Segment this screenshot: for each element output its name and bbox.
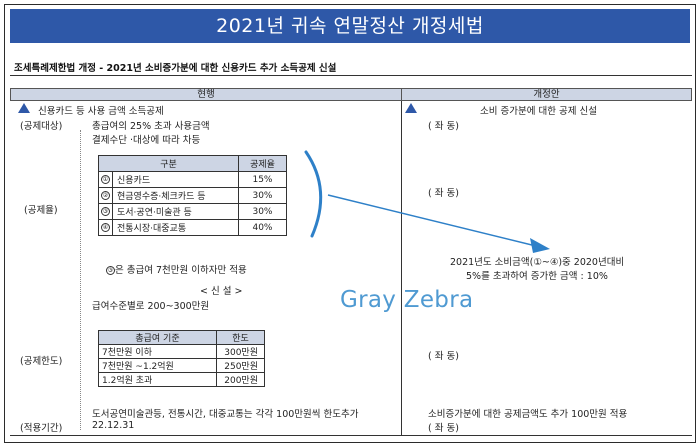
rate-note-text: 은 총급여 7천만원 이하자만 적용 bbox=[115, 265, 247, 276]
proposed-rate-line: 5%를 초과하여 증가한 금액 : 10% bbox=[466, 271, 608, 282]
label-period: (적용기간) bbox=[20, 423, 63, 434]
row-rate: 40% bbox=[238, 219, 287, 236]
label-divider bbox=[80, 130, 81, 430]
label-limit: (공제한도) bbox=[20, 356, 63, 367]
watermark: Gray Zebra bbox=[340, 287, 474, 313]
deduct-target-line: 결제수단 ·대상에 따라 차등 bbox=[92, 135, 201, 146]
document-frame bbox=[4, 4, 696, 443]
triangle-bullet-icon bbox=[405, 103, 417, 113]
proposed-rate-line: 2021년도 소비금액(①~④)중 2020년대비 bbox=[450, 257, 625, 268]
row-salary: 7천만원 ~1.2억원 bbox=[98, 358, 217, 373]
document-subtitle: 조세특례제한법 개정 - 2021년 소비증가분에 대한 신용카드 추가 소득공… bbox=[14, 63, 337, 74]
row-rate: 30% bbox=[238, 203, 287, 220]
table-row: 1.2억원 초과 200만원 bbox=[98, 372, 265, 387]
brace-arrow-icon bbox=[304, 150, 550, 253]
proposed-heading: 소비 증가분에 대한 공제 신설 bbox=[480, 106, 597, 117]
period-line: 도서공연미술관등, 전통시간, 대중교통는 각각 100만원씩 한도추가 bbox=[92, 409, 359, 420]
deduct-target-line: 총급여의 25% 초과 사용금액 bbox=[92, 121, 210, 132]
row-number: ③ bbox=[101, 207, 110, 216]
table-row: ① 신용카드 15% bbox=[98, 171, 287, 188]
proposed-period-line: 소비증가분에 대한 공제금액도 추가 100만원 적용 bbox=[428, 409, 628, 420]
limit-intro: 급여수준별로 200~300만원 bbox=[92, 301, 210, 312]
label-rate: (공제율) bbox=[24, 205, 58, 216]
row-limit: 200만원 bbox=[216, 372, 265, 387]
limit-table-header-salary: 총급여 기준 bbox=[98, 330, 217, 345]
rate-table-header-category: 구분 bbox=[98, 155, 239, 172]
row-salary: 7천만원 이하 bbox=[98, 344, 217, 359]
period-line: 22.12.31 bbox=[92, 420, 135, 431]
rate-table-header-rate: 공제율 bbox=[238, 155, 287, 172]
column-header-proposed: 개정안 bbox=[401, 88, 692, 101]
row-salary: 1.2억원 초과 bbox=[98, 372, 217, 387]
table-row: ② 현금영수증·체크카드 등 30% bbox=[98, 187, 287, 204]
label-deduct-target: (공제대상) bbox=[20, 121, 63, 132]
limit-table-header-limit: 한도 bbox=[216, 330, 265, 345]
row-limit: 300만원 bbox=[216, 344, 265, 359]
limit-table: 총급여 기준 한도 7천만원 이하 300만원 7천만원 ~1.2억원 250만… bbox=[98, 330, 265, 387]
row-limit: 250만원 bbox=[216, 358, 265, 373]
row-category: 도서·공연·미술관 등 bbox=[112, 203, 239, 220]
same-as-left: ( 좌 동) bbox=[428, 351, 459, 362]
row-category: 현금영수증·체크카드 등 bbox=[112, 187, 239, 204]
row-number: ① bbox=[101, 175, 110, 184]
table-bottom-border bbox=[10, 435, 692, 436]
row-number: ② bbox=[101, 191, 110, 200]
row-category: 신용카드 bbox=[112, 171, 239, 188]
subtitle-divider bbox=[10, 75, 692, 76]
same-as-left: ( 좌 동) bbox=[428, 423, 459, 434]
triangle-bullet-icon bbox=[18, 103, 30, 113]
same-as-left: ( 좌 동) bbox=[428, 121, 459, 132]
table-row: 7천만원 ~1.2억원 250만원 bbox=[98, 358, 265, 373]
table-row: 7천만원 이하 300만원 bbox=[98, 344, 265, 359]
rate-note-number: ③ bbox=[106, 266, 115, 275]
column-divider bbox=[401, 101, 402, 435]
page-title: 2021년 귀속 연말정산 개정세법 bbox=[10, 9, 690, 43]
row-category: 전통시장·대중교통 bbox=[112, 219, 239, 236]
column-header-current: 현행 bbox=[10, 88, 402, 101]
new-tag: < 신 설 > bbox=[200, 286, 243, 297]
table-row: ③ 도서·공연·미술관 등 30% bbox=[98, 203, 287, 220]
table-row: ④ 전통시장·대중교통 40% bbox=[98, 219, 287, 236]
row-number: ④ bbox=[101, 223, 110, 232]
same-as-left: ( 좌 동) bbox=[428, 188, 459, 199]
rate-table: 구분 공제율 ① 신용카드 15% ② 현금영수증·체크카드 등 30% ③ 도… bbox=[98, 155, 287, 236]
row-rate: 30% bbox=[238, 187, 287, 204]
row-rate: 15% bbox=[238, 171, 287, 188]
current-heading: 신용카드 등 사용 금액 소득공제 bbox=[38, 106, 164, 117]
